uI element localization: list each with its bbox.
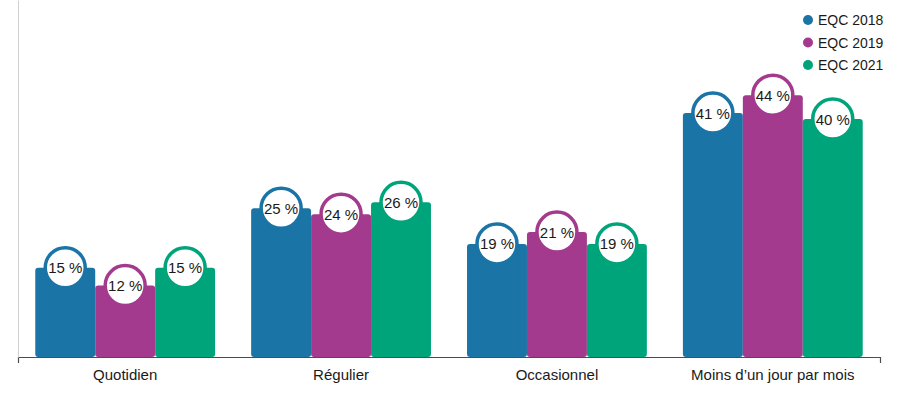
data-label: 15 % <box>48 259 82 276</box>
data-label-badge: 44 % <box>753 75 793 115</box>
chart: Quotidien Régulier Occasionnel Moins d’un j… <box>0 0 900 410</box>
data-label-circle <box>753 75 793 115</box>
data-label-circle <box>693 93 733 133</box>
data-label-badge: 21 % <box>537 212 577 252</box>
x-tick-label: Régulier <box>313 366 369 383</box>
data-label-badge: 26 % <box>381 182 421 222</box>
data-label: 25 % <box>264 200 298 217</box>
data-label-badge: 15 % <box>45 248 85 288</box>
x-tick: Régulier <box>313 366 369 383</box>
bar <box>371 202 431 357</box>
data-label-badge: 24 % <box>321 194 361 234</box>
y-axis-line <box>18 1 19 358</box>
x-tick: Moins d’un jour par mois <box>691 366 854 383</box>
legend-label: EQC 2018 <box>818 12 884 28</box>
data-labels: 15 % 25 % 19 % 41 % 12 % 24 % 21 % 44 % 15 % 26 %… <box>45 75 853 305</box>
legend-label: EQC 2021 <box>818 57 884 73</box>
x-tick-label: Quotidien <box>93 366 157 383</box>
legend-swatch <box>803 60 813 70</box>
data-label: 44 % <box>756 87 790 104</box>
data-label-circle <box>381 182 421 222</box>
y-axis <box>18 1 19 358</box>
legend-item: EQC 2021 <box>803 57 884 73</box>
data-label: 26 % <box>384 194 418 211</box>
data-label-badge: 15 % <box>165 248 205 288</box>
data-label-circle <box>813 99 853 139</box>
data-label: 12 % <box>108 277 142 294</box>
data-label-badge: 19 % <box>597 224 637 264</box>
data-label-circle <box>105 266 145 306</box>
x-tick: Quotidien <box>93 366 157 383</box>
data-label-circle <box>261 188 301 228</box>
x-axis-line <box>19 358 881 364</box>
data-label-badge: 19 % <box>477 224 517 264</box>
legend-swatch <box>803 38 813 48</box>
x-axis: Quotidien Régulier Occasionnel Moins d’un j… <box>19 358 881 383</box>
x-tick-label: Moins d’un jour par mois <box>691 366 854 383</box>
data-label-circle <box>537 212 577 252</box>
data-label: 41 % <box>696 105 730 122</box>
bar <box>683 113 743 357</box>
data-label-circle <box>45 248 85 288</box>
data-label-circle <box>165 248 205 288</box>
bar <box>803 119 863 357</box>
data-label: 19 % <box>480 235 514 252</box>
x-tick: Occasionnel <box>516 366 599 383</box>
data-label: 19 % <box>600 235 634 252</box>
data-label: 15 % <box>168 259 202 276</box>
data-label-badge: 12 % <box>105 266 145 306</box>
bar <box>743 95 803 357</box>
data-label-circle <box>477 224 517 264</box>
data-label-circle <box>597 224 637 264</box>
legend: EQC 2018 EQC 2019 EQC 2021 <box>803 12 884 73</box>
x-tick-label: Occasionnel <box>516 366 599 383</box>
data-label-badge: 41 % <box>693 93 733 133</box>
bars <box>35 95 862 357</box>
bar <box>251 208 311 357</box>
legend-item: EQC 2019 <box>803 35 884 51</box>
legend-swatch <box>803 15 813 25</box>
legend-item: EQC 2018 <box>803 12 884 28</box>
plot-area: Quotidien Régulier Occasionnel Moins d’un j… <box>19 1 881 383</box>
data-label-badge: 40 % <box>813 99 853 139</box>
data-label-circle <box>321 194 361 234</box>
legend-label: EQC 2019 <box>818 35 884 51</box>
data-label-badge: 25 % <box>261 188 301 228</box>
data-label: 24 % <box>324 206 358 223</box>
data-label: 40 % <box>816 111 850 128</box>
data-label: 21 % <box>540 224 574 241</box>
